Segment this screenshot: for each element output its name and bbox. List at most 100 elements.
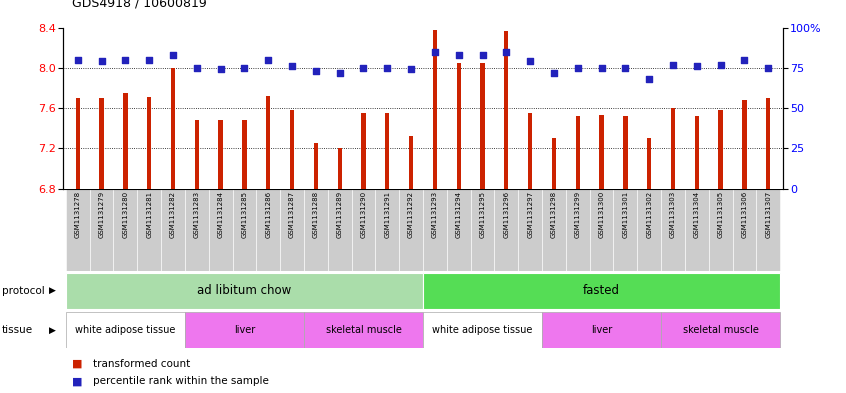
Point [118, 57, 132, 63]
Text: GSM1131304: GSM1131304 [694, 191, 700, 238]
Bar [613, 189, 637, 271]
Bar [528, 113, 532, 189]
Bar [695, 116, 699, 189]
Text: GSM1131301: GSM1131301 [623, 191, 629, 239]
Bar [185, 312, 304, 348]
Text: GSM1131297: GSM1131297 [527, 191, 533, 238]
Bar [338, 148, 342, 189]
Bar [566, 189, 590, 271]
Text: GSM1131283: GSM1131283 [194, 191, 200, 238]
Point [690, 63, 704, 69]
Bar [542, 189, 566, 271]
Point [285, 63, 299, 69]
Text: GSM1131300: GSM1131300 [599, 191, 605, 239]
Bar [671, 108, 675, 189]
Point [642, 76, 656, 82]
Bar [409, 136, 413, 189]
Text: percentile rank within the sample: percentile rank within the sample [93, 376, 269, 386]
Bar [242, 120, 246, 189]
Bar [304, 189, 327, 271]
Point [452, 52, 465, 58]
Bar [661, 189, 685, 271]
Point [214, 66, 228, 73]
Bar [161, 189, 185, 271]
Point [166, 52, 179, 58]
Point [667, 61, 680, 68]
Bar [399, 189, 423, 271]
Bar [124, 93, 128, 189]
Text: fasted: fasted [583, 284, 620, 298]
Text: GSM1131303: GSM1131303 [670, 191, 676, 239]
Text: liver: liver [233, 325, 255, 335]
Bar [66, 273, 423, 309]
Text: GSM1131302: GSM1131302 [646, 191, 652, 238]
Bar [433, 29, 437, 189]
Bar [494, 189, 519, 271]
Text: GSM1131279: GSM1131279 [98, 191, 105, 238]
Bar [637, 189, 661, 271]
Text: ■: ■ [72, 358, 82, 369]
Point [714, 61, 728, 68]
Text: tissue: tissue [2, 325, 33, 335]
Bar [304, 312, 423, 348]
Text: GSM1131305: GSM1131305 [717, 191, 723, 238]
Bar [470, 189, 494, 271]
Bar [66, 189, 90, 271]
Text: GSM1131306: GSM1131306 [741, 191, 748, 239]
Point [475, 52, 489, 58]
Bar [137, 189, 161, 271]
Text: skeletal muscle: skeletal muscle [326, 325, 401, 335]
Text: GSM1131296: GSM1131296 [503, 191, 509, 238]
Text: GSM1131295: GSM1131295 [480, 191, 486, 238]
Text: GSM1131289: GSM1131289 [337, 191, 343, 238]
Text: GSM1131291: GSM1131291 [384, 191, 390, 238]
Bar [423, 312, 542, 348]
Point [142, 57, 156, 63]
Point [618, 64, 632, 71]
Point [71, 57, 85, 63]
Bar [647, 138, 651, 189]
Text: GSM1131284: GSM1131284 [217, 191, 223, 238]
Bar [376, 189, 399, 271]
Text: GSM1131293: GSM1131293 [432, 191, 438, 238]
Bar [481, 63, 485, 189]
Text: protocol: protocol [2, 286, 45, 296]
Bar [624, 116, 628, 189]
Bar [685, 189, 709, 271]
Point [309, 68, 322, 74]
Bar [423, 189, 447, 271]
Bar [542, 312, 661, 348]
Bar [147, 97, 151, 189]
Bar [314, 143, 318, 189]
Bar [290, 110, 294, 189]
Text: GSM1131288: GSM1131288 [313, 191, 319, 238]
Text: GSM1131298: GSM1131298 [551, 191, 557, 238]
Text: GSM1131292: GSM1131292 [408, 191, 414, 238]
Text: GSM1131280: GSM1131280 [123, 191, 129, 238]
Bar [661, 312, 780, 348]
Bar [171, 68, 175, 189]
Point [261, 57, 275, 63]
Bar [256, 189, 280, 271]
Text: ■: ■ [72, 376, 82, 386]
Bar [233, 189, 256, 271]
Bar [90, 189, 113, 271]
Point [238, 64, 251, 71]
Text: ▶: ▶ [49, 326, 56, 334]
Text: GSM1131294: GSM1131294 [456, 191, 462, 238]
Text: GSM1131299: GSM1131299 [574, 191, 580, 238]
Point [595, 64, 608, 71]
Point [332, 70, 346, 76]
Bar [600, 115, 604, 189]
Bar [519, 189, 542, 271]
Text: skeletal muscle: skeletal muscle [683, 325, 759, 335]
Bar [457, 63, 461, 189]
Bar [209, 189, 233, 271]
Text: transformed count: transformed count [93, 358, 190, 369]
Bar [99, 98, 104, 189]
Text: ▶: ▶ [49, 286, 56, 295]
Bar [504, 31, 508, 189]
Bar [185, 189, 209, 271]
Bar [113, 189, 137, 271]
Text: GSM1131278: GSM1131278 [74, 191, 80, 238]
